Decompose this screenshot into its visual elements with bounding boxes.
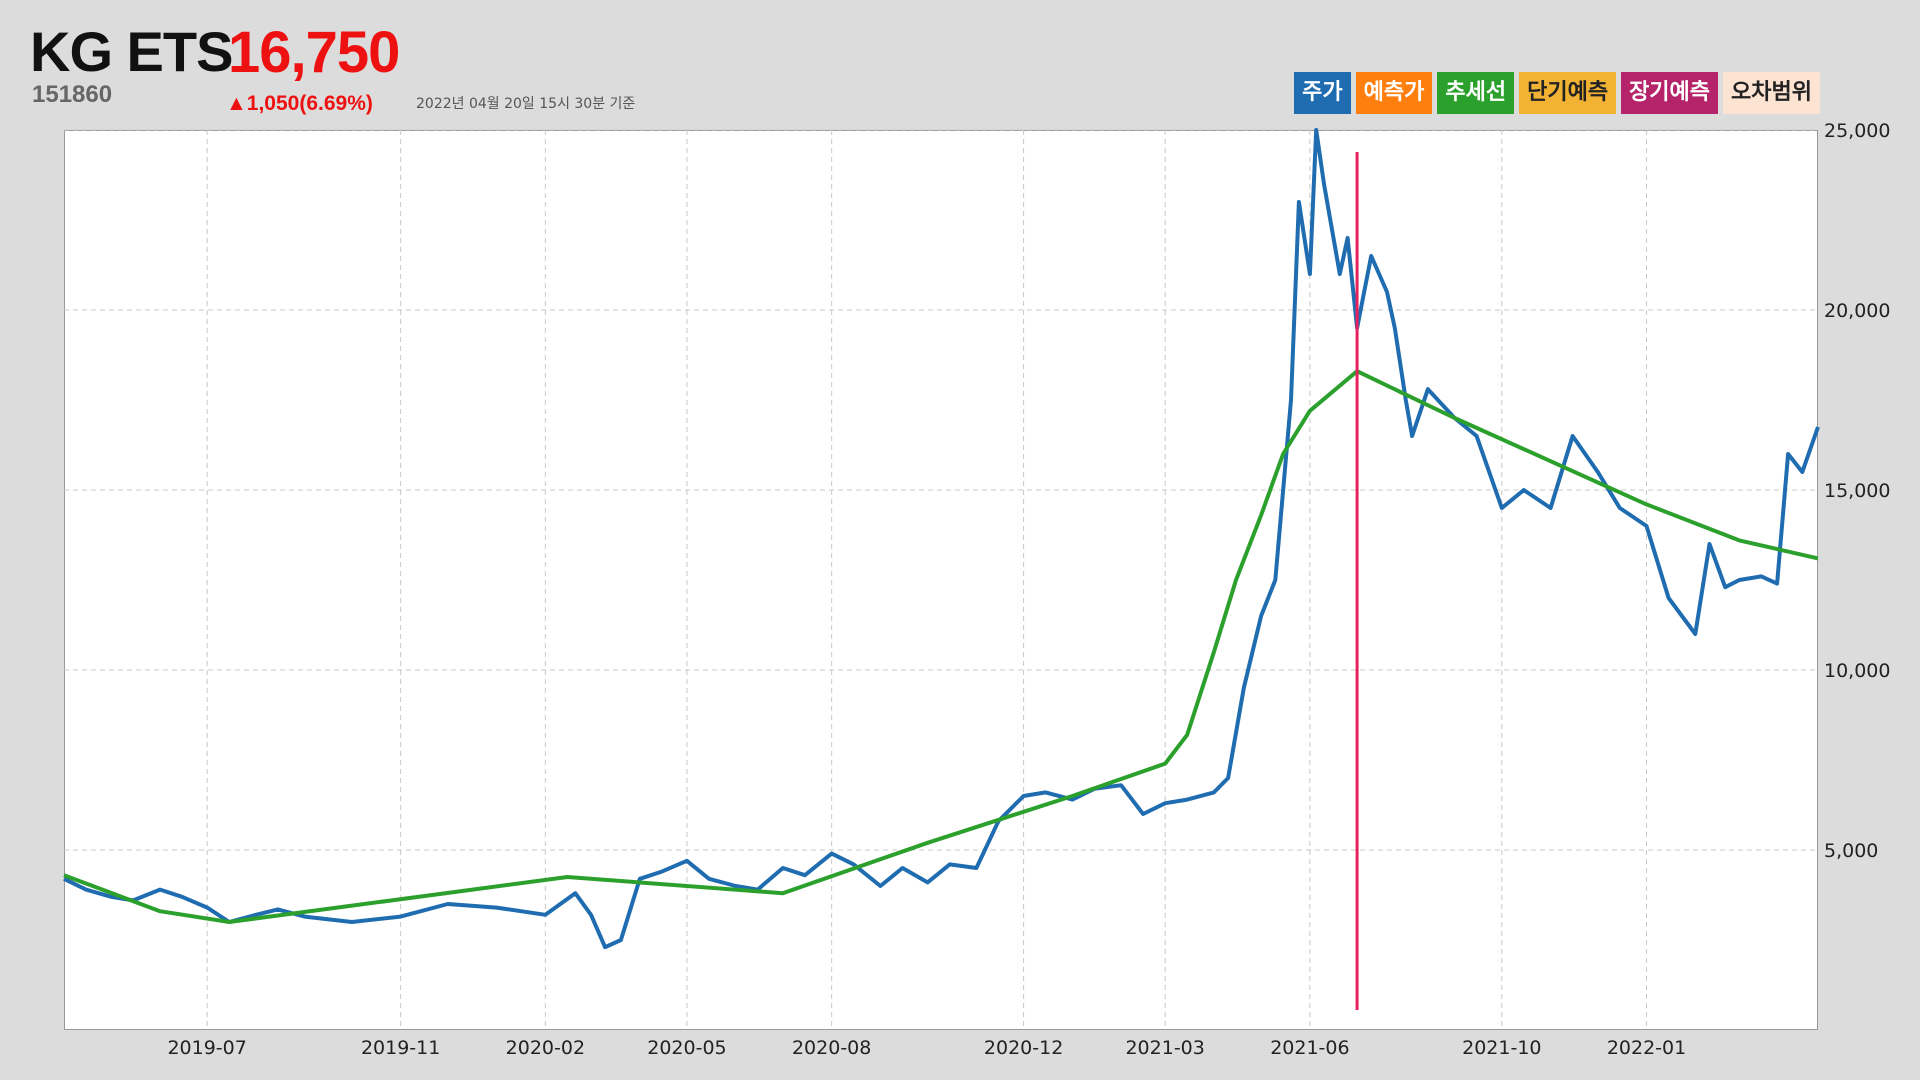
x-tick-label: 2019-11 — [361, 1037, 440, 1059]
y-axis-ticks: 5,000 10,000 15,000 20,000 25,000 — [1824, 120, 1890, 862]
y-tick-label: 20,000 — [1824, 300, 1890, 322]
x-tick-label: 2020-12 — [984, 1037, 1063, 1059]
as-of-timestamp: 2022년 04월 20일 15시 30분 기준 — [416, 96, 636, 112]
y-tick-label: 25,000 — [1824, 120, 1890, 142]
legend: 주가 예측가 추세선 단기예측 장기예측 오차범위 — [1294, 72, 1820, 114]
x-tick-label: 2021-03 — [1125, 1037, 1204, 1059]
legend-item-short-term-forecast[interactable]: 단기예측 — [1519, 72, 1617, 114]
chart-marks — [63, 128, 1820, 1010]
legend-item-error-range[interactable]: 오차범위 — [1723, 72, 1820, 114]
x-tick-label: 2020-08 — [792, 1037, 871, 1059]
x-tick-label: 2022-01 — [1607, 1037, 1686, 1059]
legend-item-forecast[interactable]: 예측가 — [1355, 72, 1433, 114]
stock-code: 151860 — [32, 81, 113, 108]
x-tick-label: 2019-07 — [167, 1037, 246, 1059]
y-tick-label: 15,000 — [1824, 480, 1890, 502]
y-tick-label: 10,000 — [1824, 660, 1890, 682]
stock-name: KG ETS — [30, 20, 233, 83]
price-change: ▲1,050(6.69%) — [226, 92, 373, 115]
legend-item-price[interactable]: 주가 — [1294, 72, 1351, 114]
legend-item-long-term-forecast[interactable]: 장기예측 — [1621, 72, 1719, 114]
gridlines — [64, 129, 1818, 1030]
stock-header: KG ETS 16,750 151860 ▲1,050(6.69%) 2022년… — [0, 0, 1920, 130]
x-tick-label: 2021-06 — [1270, 1037, 1349, 1059]
x-tick-label: 2020-05 — [647, 1037, 726, 1059]
x-axis-ticks: 2019-07 2019-11 2020-02 2020-05 2020-08 2020-… — [167, 1037, 1686, 1059]
x-tick-label: 2021-10 — [1462, 1037, 1541, 1059]
stock-price: 16,750 — [228, 20, 400, 85]
y-tick-label: 5,000 — [1824, 840, 1878, 862]
series-line-trendline — [63, 369, 1819, 924]
plot-area — [64, 130, 1818, 1030]
x-tick-label: 2020-02 — [506, 1037, 585, 1059]
legend-item-trendline[interactable]: 추세선 — [1437, 72, 1515, 114]
series-line-price — [63, 128, 1820, 950]
